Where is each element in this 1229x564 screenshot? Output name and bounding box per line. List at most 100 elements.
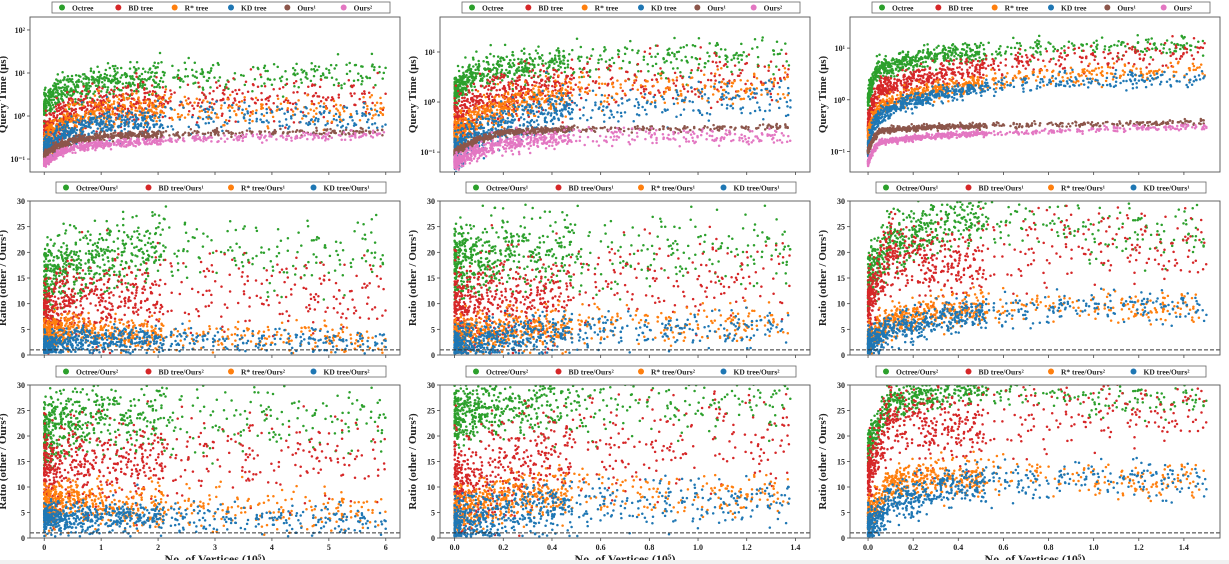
- data-point: [46, 156, 49, 159]
- data-point: [197, 137, 201, 141]
- data-point: [289, 115, 293, 118]
- data-point: [143, 100, 146, 104]
- legend-marker-icon: [115, 4, 122, 11]
- data-point: [229, 105, 232, 108]
- data-point: [222, 88, 225, 92]
- data-point: [146, 103, 150, 107]
- data-point: [106, 110, 110, 114]
- data-point: [202, 75, 206, 78]
- data-point: [70, 74, 74, 78]
- data-point: [155, 108, 158, 111]
- data-point: [522, 52, 526, 55]
- data-point: [120, 74, 124, 77]
- data-point: [235, 92, 239, 96]
- data-point: [66, 103, 69, 107]
- data-point: [515, 71, 518, 74]
- data-point: [178, 118, 182, 121]
- data-point: [64, 136, 67, 140]
- data-point: [656, 44, 659, 47]
- scatter-points: [453, 36, 792, 172]
- data-point: [291, 110, 295, 113]
- data-point: [117, 126, 120, 129]
- data-point: [671, 67, 675, 70]
- data-point: [264, 134, 267, 138]
- data-point: [129, 60, 132, 64]
- data-point: [276, 97, 280, 100]
- data-point: [80, 127, 83, 130]
- data-point: [313, 83, 316, 87]
- data-point: [455, 80, 458, 83]
- data-point: [332, 99, 336, 103]
- data-point: [82, 85, 85, 88]
- data-point: [172, 76, 175, 79]
- data-point: [148, 114, 152, 118]
- data-point: [147, 93, 151, 96]
- data-point: [590, 54, 593, 57]
- data-point: [113, 85, 116, 88]
- data-point: [477, 59, 480, 63]
- data-point: [362, 95, 365, 99]
- data-point: [292, 72, 296, 75]
- data-point: [267, 106, 271, 109]
- data-point: [187, 113, 190, 116]
- data-point: [223, 101, 226, 105]
- data-point: [549, 75, 552, 79]
- data-point: [217, 63, 220, 67]
- data-point: [107, 79, 110, 83]
- data-point: [505, 55, 509, 59]
- data-point: [91, 82, 94, 85]
- data-point: [91, 98, 95, 102]
- data-point: [353, 103, 356, 107]
- data-point: [89, 104, 93, 107]
- data-point: [663, 61, 666, 64]
- data-point: [173, 108, 176, 112]
- data-point: [685, 44, 689, 47]
- data-point: [178, 85, 182, 89]
- data-point: [116, 71, 119, 74]
- data-point: [103, 112, 106, 116]
- data-point: [88, 110, 91, 113]
- data-point: [75, 113, 79, 116]
- data-point: [137, 67, 140, 70]
- data-point: [242, 117, 246, 120]
- data-point: [243, 113, 246, 116]
- data-point: [350, 84, 353, 88]
- data-point: [286, 132, 289, 135]
- data-point: [256, 66, 260, 70]
- data-point: [54, 85, 58, 88]
- data-point: [97, 92, 101, 95]
- data-point: [73, 126, 77, 130]
- data-point: [787, 64, 791, 67]
- data-point: [155, 119, 158, 123]
- data-point: [500, 68, 504, 72]
- data-point: [285, 123, 288, 127]
- data-point: [152, 78, 155, 82]
- data-point: [591, 79, 595, 83]
- data-point: [144, 128, 147, 132]
- data-point: [367, 91, 371, 95]
- data-point: [359, 74, 363, 78]
- data-point: [101, 127, 105, 130]
- data-point: [115, 134, 118, 137]
- data-point: [693, 87, 697, 91]
- data-point: [296, 72, 299, 76]
- data-point: [233, 72, 237, 75]
- data-point: [224, 118, 228, 122]
- data-point: [545, 67, 549, 70]
- data-point: [145, 99, 148, 102]
- data-point: [122, 137, 125, 141]
- data-point: [103, 72, 107, 76]
- data-point: [138, 99, 141, 103]
- data-point: [66, 124, 70, 128]
- data-point: [265, 138, 268, 142]
- data-point: [267, 121, 270, 124]
- data-point: [505, 68, 508, 72]
- data-point: [607, 94, 611, 97]
- data-point: [112, 100, 116, 103]
- data-point: [518, 78, 521, 82]
- data-point: [124, 115, 127, 119]
- data-point: [637, 49, 640, 53]
- data-point: [337, 82, 340, 85]
- data-point: [78, 107, 82, 110]
- data-point: [251, 65, 255, 69]
